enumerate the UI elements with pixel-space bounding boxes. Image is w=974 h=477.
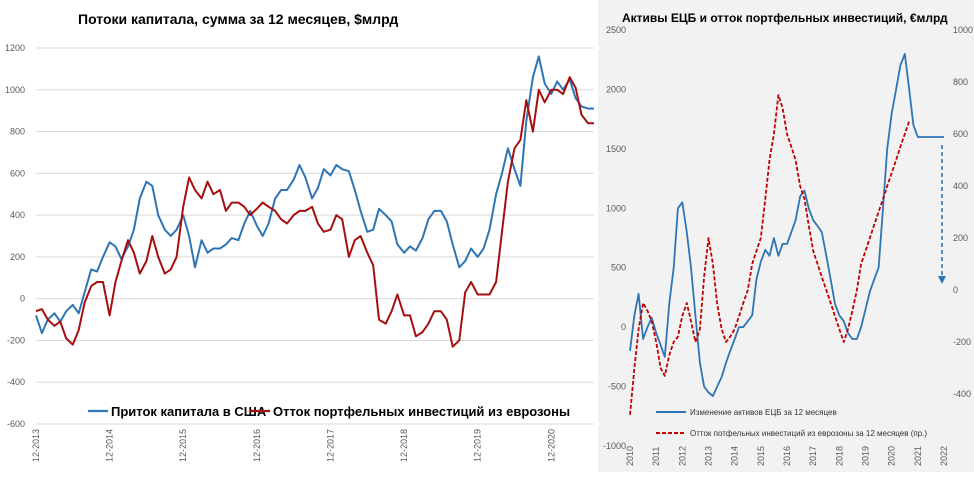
right-x-tick-2021: 2021 (913, 446, 923, 466)
right-x-tick-2011: 2011 (651, 447, 661, 466)
left-series-line-1 (35, 76, 594, 348)
left-chart-panel: -600 -400 -200 0 200 400 600 800 1000 1200 12-201… (4, 11, 594, 462)
left-chart: -600 -400 -200 0 200 400 600 800 1000 1200 12-201… (5, 11, 594, 462)
right-series-lines (629, 52, 944, 415)
left-y-tick-0: 0 (20, 294, 25, 304)
right-legend: Изменение активов ЕЦБ за 12 месяцев Отто… (656, 408, 927, 438)
left-x-tick-12-2020: 12-2020 (546, 429, 556, 462)
left-x-tick-12-2018: 12-2018 (399, 429, 409, 462)
right-right-y-tick-600: 600 (953, 129, 968, 139)
left-y-tick-200: 200 (10, 252, 25, 262)
left-series-line-0 (35, 55, 594, 335)
left-x-tick-12-2015: 12-2015 (178, 429, 188, 462)
right-x-tick-2016: 2016 (782, 446, 792, 466)
right-x-tick-2017: 2017 (808, 446, 818, 466)
right-chart: -1000 -500 0 500 1000 1500 2000 2500 -400 -200 0 2… (603, 11, 973, 466)
right-chart-panel: -1000 -500 0 500 1000 1500 2000 2500 -400 -200 0 2… (598, 0, 974, 472)
right-right-y-tick--400: -400 (953, 389, 971, 399)
left-x-tick-12-2016: 12-2016 (252, 429, 262, 462)
legend-label-ecb-assets: Изменение активов ЕЦБ за 12 месяцев (690, 408, 837, 417)
left-series-lines (35, 55, 594, 348)
left-x-tick-12-2013: 12-2013 (31, 429, 41, 462)
left-x-tick-12-2014: 12-2014 (105, 429, 115, 462)
right-chart-title: Активы ЕЦБ и отток портфельных инвестици… (622, 11, 948, 25)
left-y-tick-400: 400 (10, 210, 25, 220)
left-x-tick-labels: 12-2013 12-2014 12-2015 12-2016 12-2017 12-20… (31, 429, 556, 462)
right-right-y-tick-400: 400 (953, 181, 968, 191)
left-legend: Приток капитала в США Отток портфельных … (88, 404, 570, 419)
left-x-tick-12-2017: 12-2017 (325, 429, 335, 462)
legend-label-us-inflow: Приток капитала в США (111, 404, 267, 419)
right-left-y-tick-2500: 2500 (606, 25, 626, 35)
right-left-y-tick-0: 0 (621, 322, 626, 332)
right-x-tick-2022: 2022 (939, 446, 949, 466)
left-y-tick-1200: 1200 (5, 43, 25, 53)
right-annotation-arrow (938, 145, 946, 284)
right-left-y-tick-labels: -1000 -500 0 500 1000 1500 2000 2500 (603, 25, 626, 451)
right-series-line-0 (629, 52, 944, 397)
legend-label-portfolio-outflow: Отток потфельных инвестиций из еврозоны … (690, 429, 927, 438)
right-x-tick-labels: 2010 2011 2012 2013 2014 2015 2016 2017 2018 2019… (625, 446, 949, 466)
right-right-y-tick-0: 0 (953, 285, 958, 295)
left-chart-title: Потоки капитала, сумма за 12 месяцев, $м… (78, 11, 398, 27)
legend-label-euro-outflow: Отток портфельных инвестиций из еврозоны (273, 404, 570, 419)
left-y-tick-800: 800 (10, 127, 25, 137)
right-left-y-tick-1500: 1500 (606, 144, 626, 154)
right-x-tick-2015: 2015 (756, 446, 766, 466)
left-gridlines (36, 47, 594, 425)
right-right-y-tick-200: 200 (953, 233, 968, 243)
right-left-y-tick--1000: -1000 (603, 441, 626, 451)
left-y-tick-1000: 1000 (5, 85, 25, 95)
left-y-tick--200: -200 (7, 335, 25, 345)
right-x-tick-2019: 2019 (861, 446, 871, 466)
left-y-tick-600: 600 (10, 168, 25, 178)
right-series-line-1 (629, 94, 911, 415)
right-left-y-tick-2000: 2000 (606, 84, 626, 94)
left-x-tick-12-2019: 12-2019 (473, 429, 483, 462)
left-y-tick--400: -400 (7, 377, 25, 387)
right-x-tick-2012: 2012 (677, 446, 687, 466)
left-y-tick-labels: -600 -400 -200 0 200 400 600 800 1000 1200 (5, 43, 25, 429)
right-right-y-tick--200: -200 (953, 337, 971, 347)
right-right-y-tick-800: 800 (953, 77, 968, 87)
right-arrow-head (938, 276, 946, 284)
left-y-tick--600: -600 (7, 419, 25, 429)
right-right-y-tick-labels: -400 -200 0 200 400 600 800 1000 (953, 25, 973, 399)
right-left-y-tick--500: -500 (608, 382, 626, 392)
right-x-tick-2018: 2018 (834, 446, 844, 466)
right-left-y-tick-500: 500 (611, 263, 626, 273)
right-left-y-tick-1000: 1000 (606, 203, 626, 213)
right-x-tick-2020: 2020 (887, 446, 897, 466)
right-x-tick-2014: 2014 (730, 446, 740, 466)
right-right-y-tick-1000: 1000 (953, 25, 973, 35)
right-x-tick-2013: 2013 (704, 446, 714, 466)
right-x-tick-2010: 2010 (625, 446, 635, 466)
